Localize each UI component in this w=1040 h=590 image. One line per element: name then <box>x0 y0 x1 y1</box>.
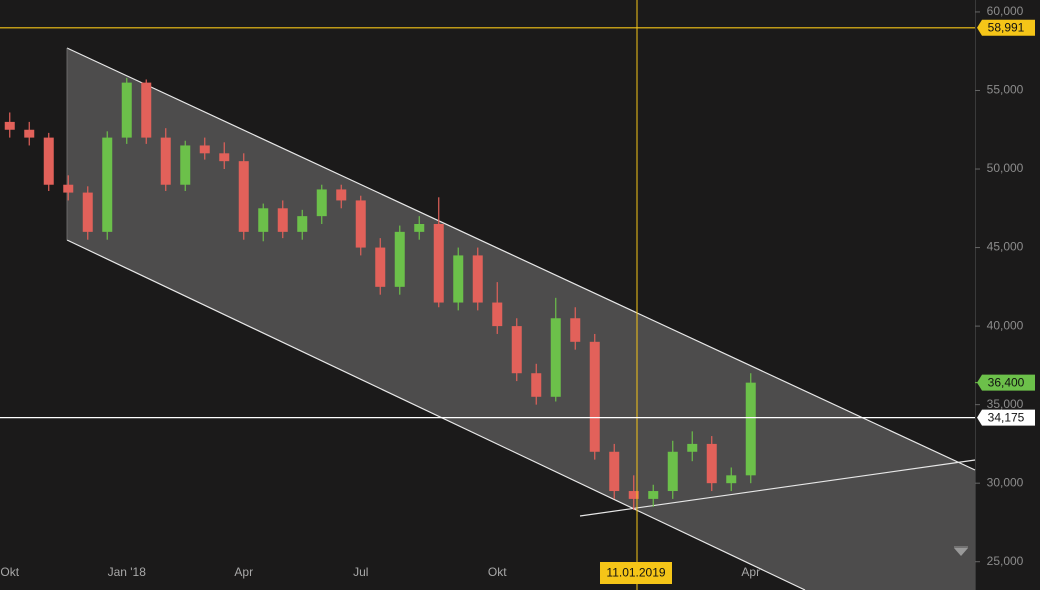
x-tick-label: Apr <box>741 565 760 579</box>
scroll-icon[interactable] <box>954 546 968 556</box>
candle-body <box>160 137 171 185</box>
candle-body <box>316 189 327 217</box>
x-tick-label: Okt <box>488 565 507 579</box>
candle-body <box>648 491 659 499</box>
candle-body <box>63 184 74 193</box>
level-tag-box <box>977 374 1035 391</box>
candle-body <box>511 326 522 374</box>
candle-body <box>4 121 15 130</box>
candle-body <box>121 82 132 138</box>
channel-lower <box>66 239 806 590</box>
y-tick-label: 60,000 <box>987 4 1024 18</box>
candle-body <box>687 443 698 452</box>
crosshair-box <box>600 562 672 584</box>
candle-body <box>82 192 93 232</box>
candle-body <box>141 82 152 138</box>
level-tag-label: 36,400 <box>988 375 1025 389</box>
channel-upper <box>66 47 976 471</box>
candle-body <box>726 475 737 484</box>
crosshair-date: 11.01.2019 <box>606 566 665 580</box>
candle-body <box>609 451 620 492</box>
x-tick-label: Okt <box>0 565 19 579</box>
level-tag-label: 34,175 <box>988 410 1025 424</box>
candle-body <box>219 153 230 162</box>
candle-body <box>180 145 191 185</box>
candle-body <box>706 443 717 484</box>
candle-body <box>199 145 210 154</box>
x-tick-label: Jan '18 <box>108 565 147 579</box>
x-tick-label: Apr <box>234 565 253 579</box>
candle-body <box>570 318 581 342</box>
candle-body <box>102 137 113 232</box>
candle-body <box>355 200 366 248</box>
level-tag-box <box>977 409 1035 426</box>
support-line <box>579 459 976 517</box>
candle-body <box>628 491 639 499</box>
y-tick-label: 30,000 <box>987 475 1024 489</box>
candle-body <box>238 161 249 232</box>
candle-body <box>375 247 386 287</box>
candle-body <box>550 318 561 397</box>
candle-body <box>433 223 444 303</box>
y-tick-label: 45,000 <box>987 240 1024 254</box>
y-tick-label: 50,000 <box>987 161 1024 175</box>
level-tag-box <box>977 19 1035 36</box>
candle-body <box>336 189 347 201</box>
candle-body <box>745 382 756 476</box>
candle-body <box>297 216 308 232</box>
candle-body <box>277 208 288 232</box>
candle-body <box>531 373 542 397</box>
y-tick-label: 35,000 <box>987 397 1024 411</box>
level-tag-label: 58,991 <box>988 20 1025 34</box>
candle-body <box>492 302 503 327</box>
candle-body <box>472 255 483 303</box>
candle-body <box>258 208 269 232</box>
candle-body <box>453 255 464 303</box>
y-tick-label: 55,000 <box>987 83 1024 97</box>
candle-body <box>667 451 678 492</box>
candle-body <box>24 129 35 138</box>
x-tick-label: Jul <box>353 565 368 579</box>
candle-body <box>589 341 600 452</box>
y-tick-label: 25,000 <box>987 554 1024 568</box>
y-tick-label: 40,000 <box>987 318 1024 332</box>
candle-body <box>394 231 405 287</box>
candle-body <box>43 137 54 185</box>
candle-body <box>414 223 425 232</box>
